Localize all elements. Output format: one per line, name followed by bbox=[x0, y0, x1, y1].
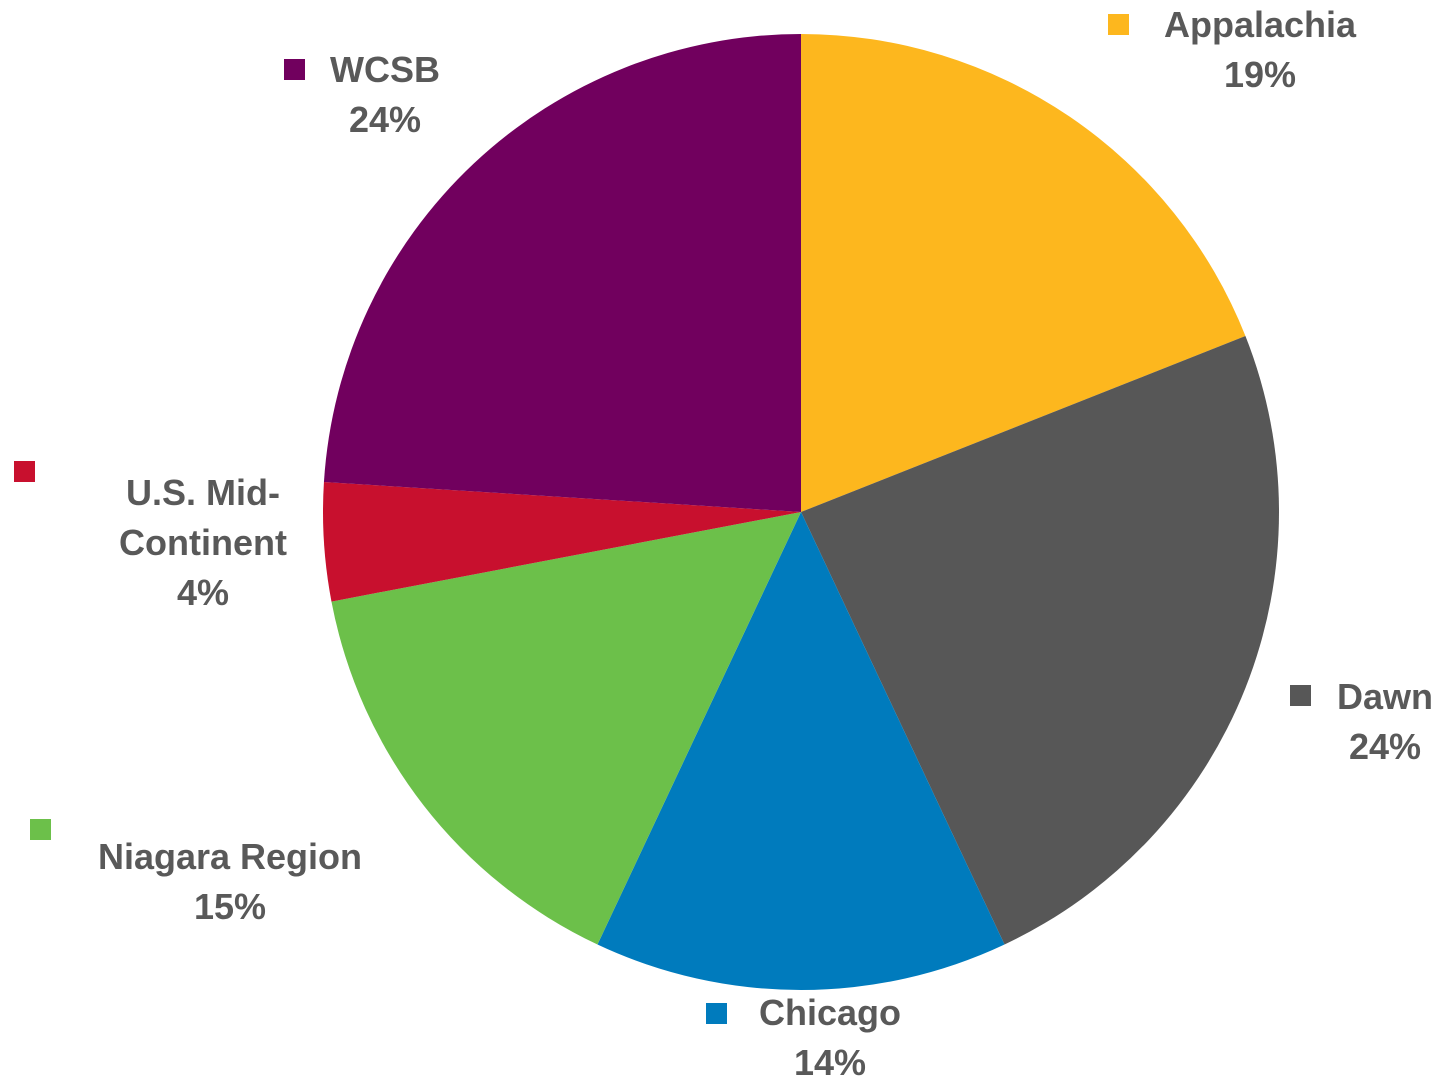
value-label: 14% bbox=[793, 1042, 867, 1081]
pie-slice bbox=[331, 512, 801, 945]
slice-label: Chicago 14% bbox=[700, 988, 960, 1081]
category-label: Dawn bbox=[1336, 676, 1433, 717]
category-label: U.S. Mid-Continent bbox=[119, 472, 287, 563]
category-label: Appalachia bbox=[1163, 4, 1357, 45]
value-label: 19% bbox=[1223, 54, 1297, 95]
pie-slice bbox=[597, 512, 1005, 990]
slice-label: Dawn 24% bbox=[1315, 672, 1447, 772]
pie-slice bbox=[801, 34, 1246, 512]
category-label: Chicago bbox=[758, 992, 901, 1033]
pie-slice bbox=[323, 34, 801, 512]
legend-marker bbox=[1108, 14, 1129, 35]
slice-label: U.S. Mid-Continent 4% bbox=[88, 468, 318, 618]
pie-slice bbox=[323, 481, 801, 602]
category-label: WCSB bbox=[330, 49, 440, 90]
legend-marker bbox=[1290, 685, 1311, 706]
pie-slice bbox=[801, 336, 1279, 945]
legend-marker bbox=[14, 461, 35, 482]
value-label: 4% bbox=[176, 572, 230, 613]
category-label: Niagara Region bbox=[97, 836, 363, 877]
value-label: 24% bbox=[348, 99, 422, 140]
value-label: 24% bbox=[1348, 726, 1422, 767]
legend-marker bbox=[706, 1003, 727, 1024]
slice-label: Niagara Region 15% bbox=[50, 832, 410, 932]
slice-label: Appalachia 19% bbox=[1110, 0, 1410, 100]
slice-label: WCSB 24% bbox=[285, 45, 485, 145]
legend-marker bbox=[284, 59, 305, 80]
legend-marker bbox=[30, 819, 51, 840]
value-label: 15% bbox=[193, 886, 267, 927]
